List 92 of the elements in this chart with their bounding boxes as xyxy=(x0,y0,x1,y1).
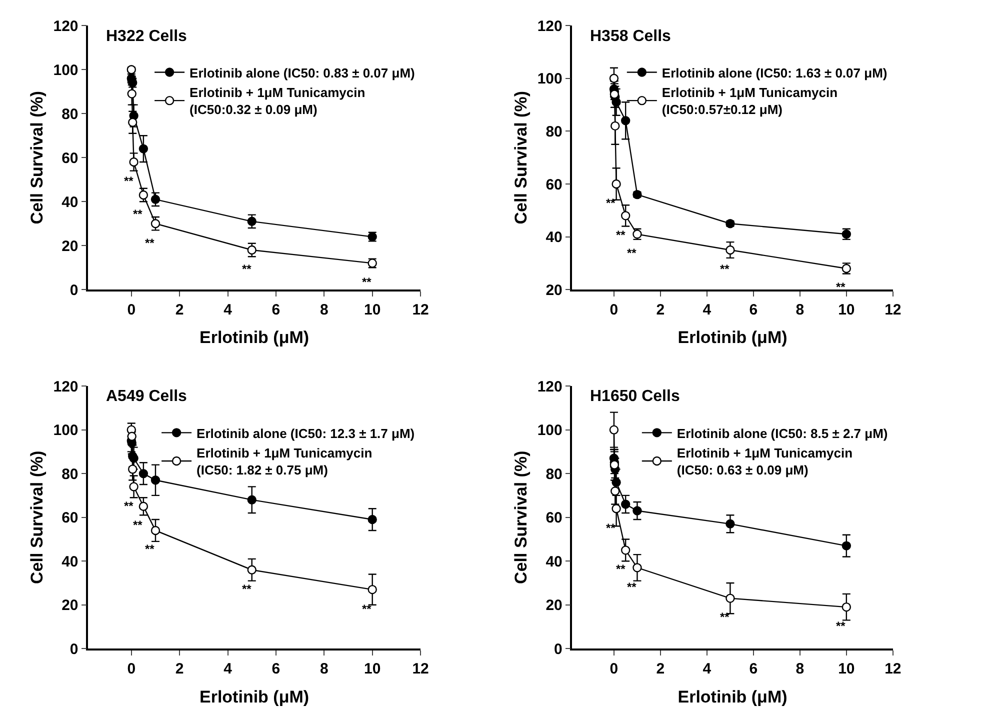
y-tick-label: 20 xyxy=(62,597,78,614)
legend-label: Erlotinib alone (IC50: 1.63 ± 0.07 μM) xyxy=(662,65,888,80)
y-tick-label: 100 xyxy=(537,70,562,88)
y-tick-label: 0 xyxy=(554,640,562,658)
x-tick-label: 10 xyxy=(838,660,855,678)
y-axis-title: Cell Survival (%) xyxy=(27,90,46,224)
x-tick-label: 0 xyxy=(127,660,136,678)
x-tick-label: 12 xyxy=(884,660,902,678)
x-tick-label: 6 xyxy=(272,660,280,678)
annotation: ** xyxy=(133,518,143,532)
x-tick-label: 8 xyxy=(796,301,804,318)
y-tick-label: 80 xyxy=(546,123,562,140)
x-tick-label: 10 xyxy=(838,301,855,318)
annotation: ** xyxy=(124,174,134,188)
y-tick-label: 80 xyxy=(546,466,562,483)
annotation: ** xyxy=(616,228,626,242)
x-tick-label: 10 xyxy=(364,660,381,678)
annotation: ** xyxy=(627,580,637,594)
x-axis-title: Erlotinib (μM) xyxy=(678,687,788,706)
y-tick-label: 40 xyxy=(62,194,78,211)
annotation: ** xyxy=(836,280,846,294)
y-tick-label: 120 xyxy=(53,378,78,396)
x-tick-label: 4 xyxy=(702,660,712,678)
legend-label: Erlotinib alone (IC50: 0.83 ± 0.07 μM) xyxy=(190,65,415,80)
y-tick-label: 60 xyxy=(546,510,562,527)
y-axis-title: Cell Survival (%) xyxy=(27,450,46,584)
x-tick-label: 8 xyxy=(796,660,804,678)
y-tick-label: 100 xyxy=(537,422,562,440)
x-tick-label: 2 xyxy=(656,301,665,318)
x-tick-label: 4 xyxy=(224,301,233,318)
y-tick-label: 20 xyxy=(546,597,562,614)
x-tick-label: 8 xyxy=(320,301,328,318)
y-tick-label: 20 xyxy=(62,238,78,255)
y-tick-label: 120 xyxy=(53,18,78,35)
x-tick-label: 4 xyxy=(224,660,233,678)
y-tick-label: 60 xyxy=(62,510,78,527)
annotation: ** xyxy=(124,499,134,513)
x-tick-label: 12 xyxy=(412,301,429,318)
annotation: ** xyxy=(362,275,372,289)
y-axis-title: Cell Survival (%) xyxy=(511,450,530,584)
x-tick-label: 12 xyxy=(884,301,902,318)
chart-title: A549 Cells xyxy=(106,388,188,405)
chart-title: H1650 Cells xyxy=(590,388,680,405)
annotation: ** xyxy=(362,602,372,616)
annotation: ** xyxy=(836,619,846,633)
x-tick-label: 6 xyxy=(749,301,758,318)
x-axis-title: Erlotinib (μM) xyxy=(200,328,310,348)
x-tick-label: 4 xyxy=(702,301,712,318)
chart-title: H322 Cells xyxy=(106,28,188,45)
y-tick-label: 0 xyxy=(70,640,78,658)
x-tick-label: 12 xyxy=(412,660,429,678)
x-tick-label: 10 xyxy=(364,301,381,318)
y-tick-label: 0 xyxy=(70,282,78,299)
legend-label: Erlotinib + 1μM Tunicamycin (IC50:0.32 ± 0.09 μM) xyxy=(190,85,366,118)
chart-title: H358 Cells xyxy=(590,28,672,45)
x-tick-label: 0 xyxy=(610,660,618,678)
y-tick-label: 100 xyxy=(53,62,78,79)
y-tick-label: 80 xyxy=(62,106,78,123)
x-tick-label: 6 xyxy=(749,660,758,678)
x-tick-label: 2 xyxy=(656,660,665,678)
annotation: ** xyxy=(242,582,252,596)
annotation: ** xyxy=(616,562,626,576)
x-tick-label: 2 xyxy=(175,660,184,678)
x-tick-label: 2 xyxy=(175,301,184,318)
x-tick-label: 0 xyxy=(127,301,136,318)
y-tick-label: 60 xyxy=(546,176,562,194)
annotation: ** xyxy=(145,542,155,556)
y-tick-label: 80 xyxy=(62,466,78,483)
y-axis-title: Cell Survival (%) xyxy=(511,90,530,224)
y-tick-label: 40 xyxy=(546,229,562,246)
y-tick-label: 20 xyxy=(546,282,562,299)
annotation: ** xyxy=(720,262,730,276)
legend-label: Erlotinib + 1μM Tunicamycin (IC50: 0.63 ± 0.09 μM) xyxy=(676,446,853,478)
annotation: ** xyxy=(242,262,252,276)
y-tick-label: 40 xyxy=(62,553,78,570)
y-tick-label: 60 xyxy=(62,150,78,167)
x-tick-label: 6 xyxy=(272,301,280,318)
legend-label: Erlotinib + 1μM Tunicamycin (IC50:0.57±0.12 μM) xyxy=(662,85,838,118)
legend-label: Erlotinib alone (IC50: 12.3 ± 1.7 μM) xyxy=(196,426,415,441)
y-tick-label: 100 xyxy=(53,422,78,440)
x-tick-label: 0 xyxy=(610,301,618,318)
y-tick-label: 120 xyxy=(537,378,562,396)
annotation: ** xyxy=(133,207,143,221)
annotation: ** xyxy=(627,246,637,260)
x-axis-title: Erlotinib (μM) xyxy=(200,687,310,706)
legend-label: Erlotinib alone (IC50: 8.5 ± 2.7 μM) xyxy=(676,426,888,441)
y-tick-label: 40 xyxy=(546,553,562,570)
annotation: ** xyxy=(145,236,155,250)
y-tick-label: 120 xyxy=(537,18,562,35)
x-axis-title: Erlotinib (μM) xyxy=(678,328,788,348)
legend-label: Erlotinib + 1μM Tunicamycin (IC50: 1.82 ± 0.75 μM) xyxy=(196,446,372,478)
x-tick-label: 8 xyxy=(320,660,328,678)
